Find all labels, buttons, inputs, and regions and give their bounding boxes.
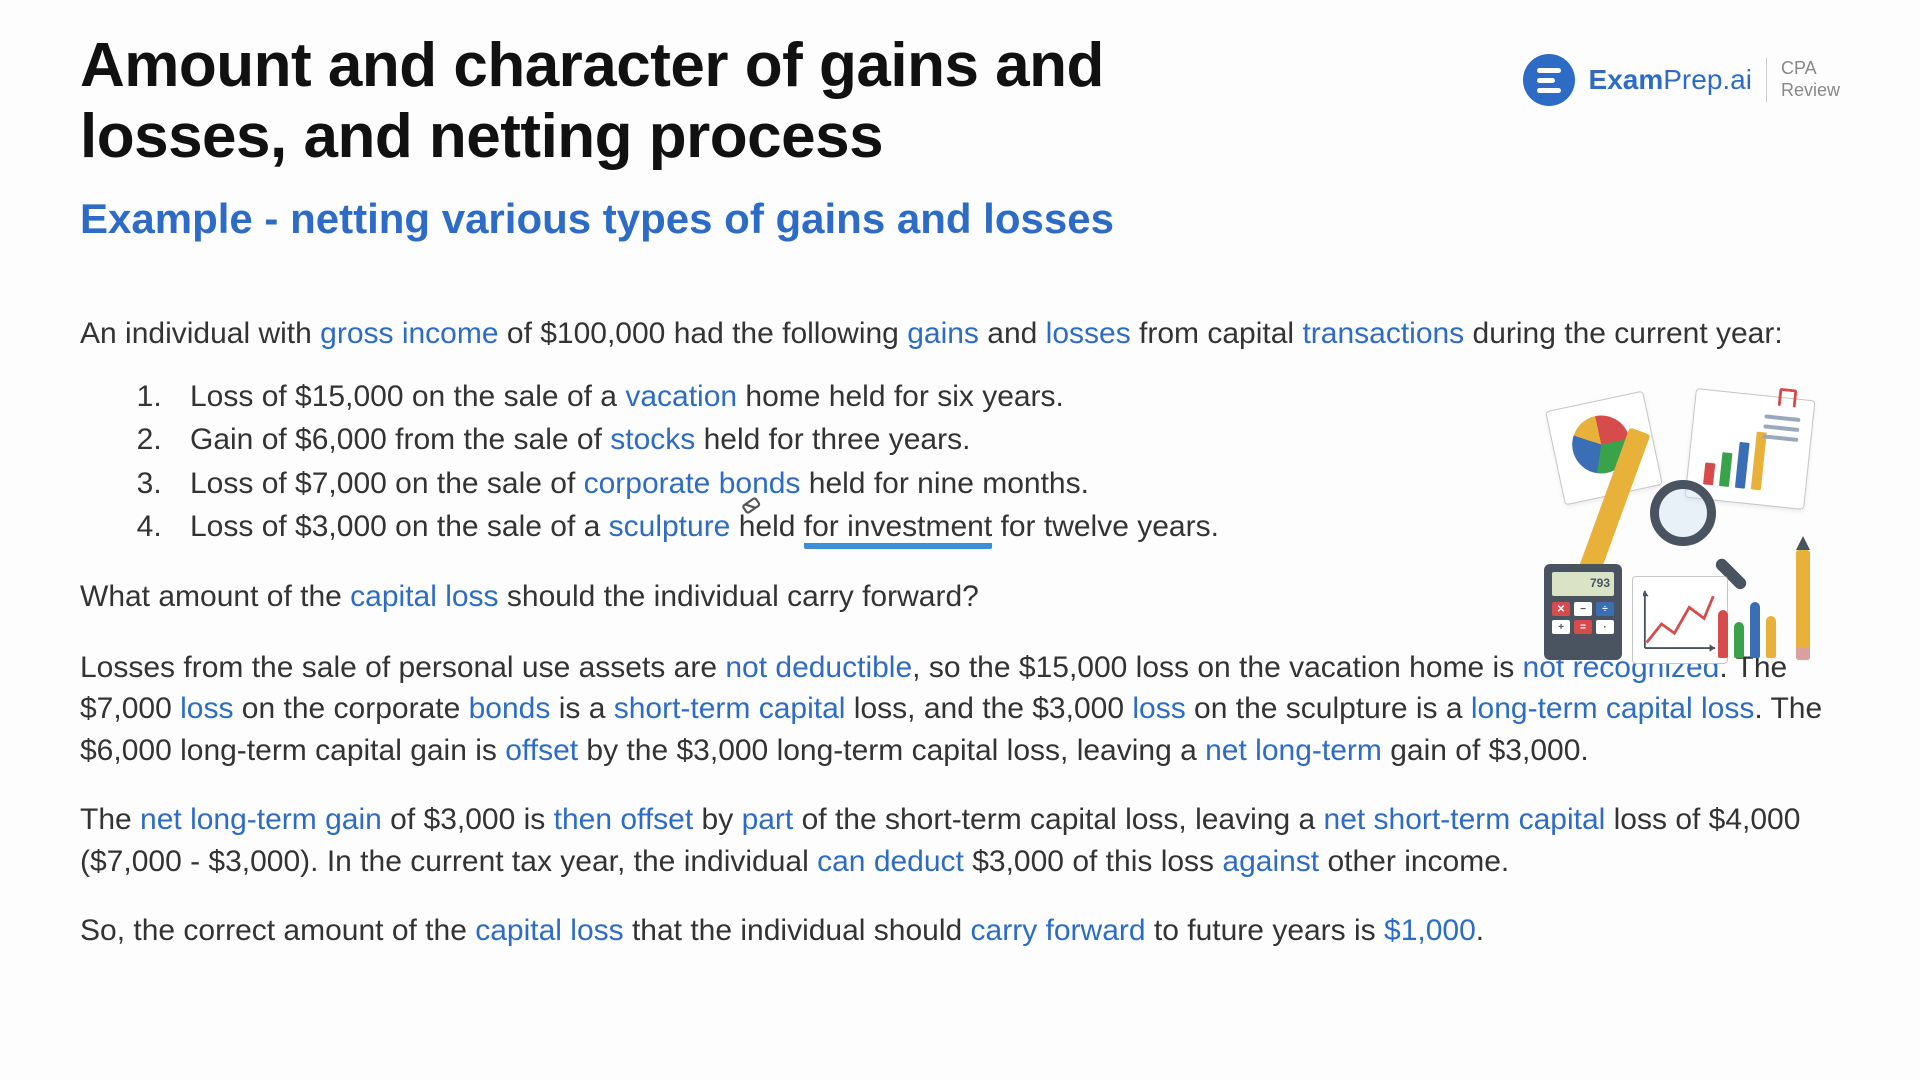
pencil-icon	[1796, 550, 1810, 660]
text: What amount of the	[80, 580, 350, 613]
term-link[interactable]: loss	[1132, 692, 1185, 725]
logo-icon	[1523, 54, 1575, 106]
term-link[interactable]: stocks	[610, 423, 695, 456]
term-link[interactable]: losses	[1046, 317, 1131, 350]
text: The	[80, 803, 140, 836]
logo-light: Prep.ai	[1663, 64, 1752, 95]
text: during the current year:	[1464, 317, 1783, 350]
text: from capital	[1131, 317, 1303, 350]
text: .	[1476, 914, 1484, 947]
term-link[interactable]: capital loss	[475, 914, 623, 947]
header-row: Amount and character of gains and losses…	[80, 30, 1840, 243]
term-link[interactable]: against	[1222, 845, 1319, 878]
text: held for three years.	[695, 423, 970, 456]
explanation: Losses from the sale of personal use ass…	[80, 647, 1840, 951]
slide-page: Amount and character of gains and losses…	[0, 0, 1920, 1080]
titles: Amount and character of gains and losses…	[80, 30, 1523, 243]
text: loss, and the $3,000	[845, 692, 1132, 725]
text: held for nine months.	[800, 467, 1089, 500]
term-link[interactable]: sculpture	[609, 510, 731, 543]
term-link[interactable]: bonds	[469, 692, 551, 725]
test-tubes-icon	[1718, 602, 1776, 658]
term-link[interactable]: not deductible	[725, 651, 912, 684]
text: that the individual should	[624, 914, 971, 947]
term-link[interactable]: vacation	[625, 380, 737, 413]
eraser-cursor-icon	[738, 488, 768, 518]
calculator-icon: 793 ✕−÷+=·	[1544, 564, 1622, 660]
text: to future years is	[1146, 914, 1384, 947]
explain-p2: The net long-term gain of $3,000 is then…	[80, 799, 1840, 882]
text: So, the correct amount of the	[80, 914, 475, 947]
underline-annotation: for investment	[804, 510, 992, 549]
term-link[interactable]: $1,000	[1384, 914, 1476, 947]
text: An individual with	[80, 317, 320, 350]
logo-bold: Exam	[1589, 64, 1664, 95]
intro-paragraph: An individual with gross income of $100,…	[80, 313, 1840, 354]
logo-sub-line1: CPA	[1781, 58, 1840, 80]
term-link[interactable]: gross income	[320, 317, 498, 350]
term-link[interactable]: can deduct	[817, 845, 964, 878]
term-link[interactable]: short-term capital	[614, 692, 846, 725]
text: by	[693, 803, 741, 836]
term-link[interactable]: offset	[505, 734, 578, 767]
text: , so the $15,000 loss on the vacation ho…	[912, 651, 1522, 684]
text: home held for six years.	[737, 380, 1064, 413]
logo-text: ExamPrep.ai	[1589, 64, 1752, 96]
brand-logo: ExamPrep.ai CPA Review	[1523, 54, 1840, 106]
text: for twelve years.	[992, 510, 1219, 543]
decorative-infographic: 793 ✕−÷+=·	[1540, 400, 1810, 660]
calc-display: 793	[1552, 572, 1614, 596]
text: is a	[550, 692, 613, 725]
term-link[interactable]: transactions	[1302, 317, 1464, 350]
term-link[interactable]: then offset	[554, 803, 694, 836]
text: of $100,000 had the following	[499, 317, 908, 350]
term-link[interactable]: long-term capital loss	[1471, 692, 1754, 725]
text: Loss of $7,000 on the sale of	[190, 467, 584, 500]
paperclip-icon	[1778, 388, 1798, 408]
text: of $3,000 is	[382, 803, 554, 836]
explain-p3: So, the correct amount of the capital lo…	[80, 910, 1840, 951]
page-subtitle: Example - netting various types of gains…	[80, 195, 1523, 243]
text: Loss of $3,000 on the sale of a	[190, 510, 609, 543]
term-link[interactable]: gains	[907, 317, 979, 350]
term-link[interactable]: net short-term capital	[1324, 803, 1606, 836]
term-link[interactable]: loss	[180, 692, 233, 725]
term-link[interactable]: net long-term gain	[140, 803, 382, 836]
text: by the $3,000 long-term capital loss, le…	[578, 734, 1205, 767]
text: $3,000 of this loss	[964, 845, 1223, 878]
text: Losses from the sale of personal use ass…	[80, 651, 725, 684]
logo-sub-line2: Review	[1781, 80, 1840, 102]
text: Gain of $6,000 from the sale of	[190, 423, 610, 456]
term-link[interactable]: carry forward	[971, 914, 1146, 947]
logo-divider	[1766, 58, 1767, 102]
text: of the short-term capital loss, leaving …	[793, 803, 1323, 836]
text: on the sculpture is a	[1186, 692, 1471, 725]
term-link[interactable]: net long-term	[1205, 734, 1382, 767]
text: should the individual carry forward?	[499, 580, 979, 613]
line-chart-icon	[1632, 576, 1728, 664]
text: on the corporate	[233, 692, 468, 725]
logo-subtext: CPA Review	[1781, 58, 1840, 101]
term-link[interactable]: part	[742, 803, 794, 836]
text: other income.	[1319, 845, 1509, 878]
term-link[interactable]: corporate bonds	[584, 467, 801, 500]
page-title: Amount and character of gains and losses…	[80, 30, 1280, 173]
term-link[interactable]: capital loss	[350, 580, 498, 613]
text: Loss of $15,000 on the sale of a	[190, 380, 625, 413]
text: gain of $3,000.	[1382, 734, 1589, 767]
magnifier-icon	[1650, 480, 1736, 566]
text: and	[979, 317, 1046, 350]
explain-p1: Losses from the sale of personal use ass…	[80, 647, 1840, 771]
